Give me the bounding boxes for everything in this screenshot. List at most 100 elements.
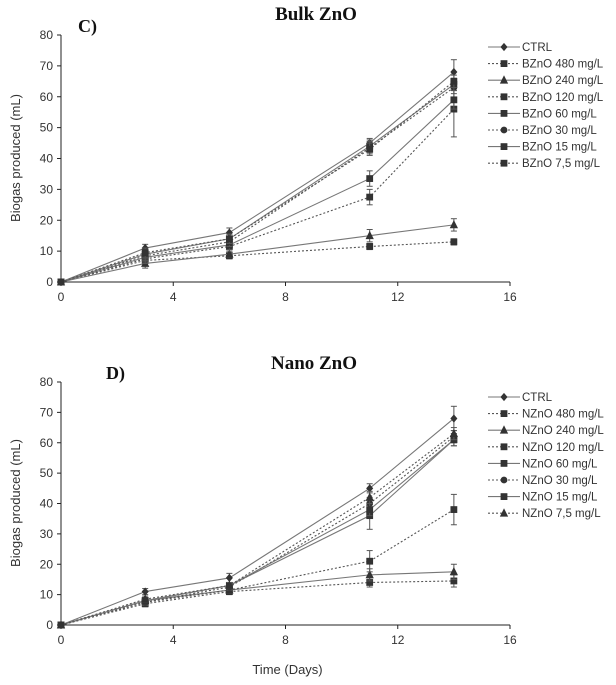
legend-marker (500, 93, 508, 101)
legend-marker (500, 159, 508, 167)
y-tick-label: 50 (40, 466, 54, 480)
series-1 (57, 574, 458, 629)
series-line (60, 241, 454, 283)
panel-label: C) (78, 16, 97, 37)
y-tick-label: 20 (40, 557, 54, 571)
legend-label: NZnO 30 mg/L (522, 475, 598, 487)
data-point (225, 580, 234, 589)
y-tick-label: 70 (40, 405, 54, 419)
legend-label: BZnO 120 mg/L (522, 92, 604, 104)
data-point (225, 573, 233, 583)
data-point (366, 243, 374, 250)
legend-marker (499, 75, 509, 84)
panel-c: Bulk ZnO C) 0 10 20 30 40 50 60 70 80 0 4 8 12 16 Biogas… (8, 4, 604, 304)
x-tick-label: 16 (503, 290, 517, 304)
legend-marker (499, 425, 509, 434)
series-line (60, 108, 455, 283)
y-tick-label: 40 (40, 152, 54, 166)
x-tick-label: 4 (170, 633, 177, 647)
series-3 (57, 80, 458, 286)
y-axis-label: Biogas produced (mL) (8, 94, 23, 222)
series-5 (57, 430, 458, 629)
data-point (450, 77, 458, 85)
data-point (366, 145, 374, 153)
series-2 (56, 563, 459, 629)
series-7 (56, 427, 459, 629)
legend-marker (499, 508, 509, 517)
legend-marker (500, 42, 508, 52)
data-point (141, 594, 150, 603)
data-point (141, 587, 149, 596)
data-point (225, 235, 233, 243)
legend-label: BZnO 240 mg/L (522, 75, 604, 87)
series-line (60, 433, 455, 626)
legend-label: NZnO 240 mg/L (522, 425, 604, 437)
series-7 (57, 74, 458, 286)
y-tick-label: 30 (40, 182, 54, 196)
data-point (56, 620, 66, 629)
series-line (60, 436, 455, 626)
panel-d: Nano ZnO D) 0 10 20 30 40 50 60 70 80 0 4 8 12 16 Biogas… (8, 353, 604, 677)
legend-label: NZnO 15 mg/L (522, 492, 598, 504)
series-4 (57, 433, 458, 629)
legend-marker (500, 493, 508, 501)
legend-label: BZnO 60 mg/L (522, 108, 597, 120)
data-point (366, 175, 374, 182)
x-tick-label: 0 (58, 633, 65, 647)
series-line (60, 80, 455, 283)
y-tick-label: 0 (46, 618, 53, 632)
series-2 (56, 218, 459, 286)
legend-marker (500, 443, 508, 451)
legend-label: BZnO 7,5 mg/L (522, 158, 601, 170)
series-6 (57, 433, 458, 629)
series-0 (57, 405, 458, 630)
data-point (366, 506, 374, 513)
legend-label: NZnO 120 mg/L (522, 442, 604, 454)
series-line (60, 87, 455, 283)
data-point (57, 278, 65, 286)
series-5 (57, 80, 458, 286)
y-tick-label: 80 (40, 28, 54, 42)
data-point (366, 557, 374, 565)
legend-label: BZnO 30 mg/L (522, 125, 597, 137)
legend-label: NZnO 60 mg/L (522, 458, 598, 470)
legend-label: BZnO 15 mg/L (522, 142, 597, 154)
series-6 (57, 77, 458, 286)
data-point (450, 414, 458, 423)
y-tick-label: 60 (40, 436, 54, 450)
y-tick-label: 10 (40, 244, 54, 258)
data-point (449, 428, 459, 438)
data-point (449, 219, 459, 229)
legend-label: CTRL (522, 392, 553, 404)
x-tick-label: 4 (170, 290, 177, 304)
y-tick-label: 80 (40, 375, 54, 389)
legend-marker (500, 410, 508, 418)
legend-marker (500, 459, 508, 467)
data-point (450, 238, 458, 246)
chart-title: Nano ZnO (271, 353, 357, 374)
legend: CTRL BZnO 480 mg/L BZnO 240 mg/L BZnO 120 m… (488, 42, 604, 170)
legend: CTRL NZnO 480 mg/L NZnO 240 mg/L NZnO 120 m… (488, 392, 604, 520)
x-tick-label: 0 (58, 290, 65, 304)
series-line (60, 580, 454, 626)
legend-marker (500, 110, 508, 117)
chart-title: Bulk ZnO (275, 4, 357, 25)
y-tick-label: 30 (40, 527, 54, 541)
y-tick-label: 40 (40, 497, 54, 511)
y-tick-label: 50 (40, 121, 54, 135)
legend-label: NZnO 7,5 mg/L (522, 508, 601, 520)
y-tick-label: 10 (40, 588, 54, 602)
x-tick-label: 12 (391, 290, 405, 304)
y-tick-label: 20 (40, 213, 54, 227)
legend-marker (500, 476, 508, 484)
y-tick-label: 60 (40, 90, 54, 104)
series-line (60, 83, 455, 283)
data-point (225, 249, 234, 258)
x-tick-label: 8 (282, 633, 289, 647)
data-point (365, 492, 374, 501)
x-tick-label: 16 (503, 633, 517, 647)
series-3 (57, 493, 458, 629)
data-point (450, 506, 458, 513)
y-tick-label: 70 (40, 59, 54, 73)
